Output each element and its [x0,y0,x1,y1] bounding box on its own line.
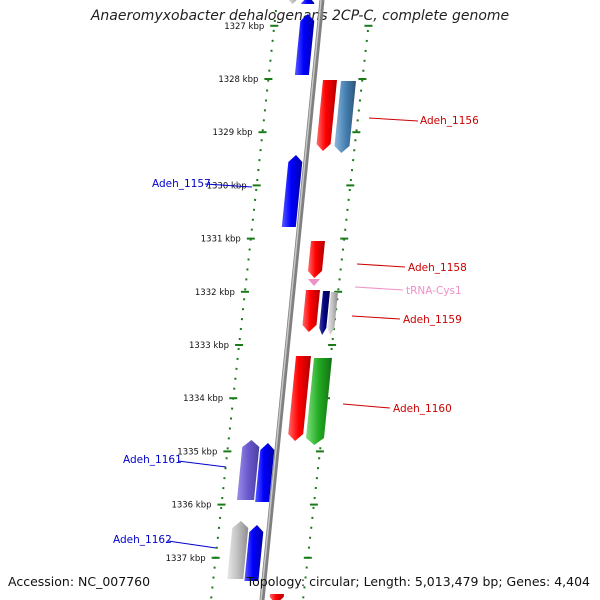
kbp-tick-label: 1327 kbp [224,22,264,32]
kbp-tick-label: 1333 kbp [189,341,229,351]
gene-arrow-adeh-1161 [255,443,275,502]
kbp-tick-label: 1332 kbp [195,288,235,298]
gene-label-connector [351,315,401,320]
gene-arrow-bottom-red [269,594,284,600]
gene-label[interactable]: Adeh_1161 [123,454,182,466]
gene-label-connector [356,263,406,268]
gene-label-group: Adeh_1156 Adeh_1157 Adeh_1158 tRNA-Cys1 Adeh… [113,115,479,549]
map-title: Anaeromyxobacter dehalogenans 2CP-C, com… [90,8,510,24]
gene-label[interactable]: Adeh_1156 [420,115,479,127]
kbp-tick-group: 1327 kbp 1328 kbp 1329 kbp 1330 kbp 1331 kbp… [166,22,373,564]
gene-arrow-top-gray [288,0,297,4]
kbp-tick-label: 1331 kbp [201,235,241,245]
gene-arrow-adeh-1157 [281,155,303,227]
gene-label[interactable]: tRNA-Cys1 [406,285,462,297]
gene-label[interactable]: Adeh_1158 [408,262,467,274]
kbp-tick-label: 1335 kbp [177,447,217,457]
gene-arrow-adeh-1162-gray [227,521,249,579]
gene-label[interactable]: Adeh_1160 [393,403,452,415]
gene-arrow-adeh-1160-red [288,356,311,441]
gene-label-connector [167,540,217,549]
gene-arrow-reverse-steel [334,81,356,153]
gene-label-connector [177,460,227,468]
genome-axis [259,0,325,600]
gene-arrow-gray-small [327,292,338,335]
gene-arrow-adeh-1160 [306,358,332,445]
gene-arrow-navy [319,291,330,335]
kbp-tick-label: 1334 kbp [183,394,223,404]
left-boundary-line [210,9,277,600]
gene-label-connector [342,403,391,409]
gene-label[interactable]: Adeh_1162 [113,534,172,546]
gene-label[interactable]: Adeh_1159 [403,314,462,326]
genome-summary-text: Topology: circular; Length: 5,013,479 bp… [246,574,590,589]
genome-axis-highlight [260,0,322,600]
gene-feature-group [227,0,356,600]
gene-label-connector [368,117,419,122]
gene-label-connector [204,183,253,188]
trna-cys1-marker [308,279,320,286]
gene-arrow-adeh-1159 [302,290,320,332]
kbp-tick-label: 1336 kbp [171,501,211,511]
gene-arrow-adeh-1156 [316,80,337,151]
kbp-tick-label: 1337 kbp [166,554,206,564]
kbp-tick-label: 1330 kbp [207,181,247,191]
gene-arrow-forward [294,14,315,75]
gene-arrow-adeh-1158 [308,241,325,278]
gene-label-connector [354,286,404,291]
gene-arrow-adeh-1162 [244,525,264,581]
accession-text: Accession: NC_007760 [8,574,151,589]
gene-arrow-top-blue [301,0,315,4]
gene-label[interactable]: Adeh_1157 [152,178,211,190]
kbp-tick-label: 1329 kbp [212,128,252,138]
gene-arrow-adeh-1161-violet [237,440,260,500]
kbp-tick-label: 1328 kbp [218,75,258,85]
